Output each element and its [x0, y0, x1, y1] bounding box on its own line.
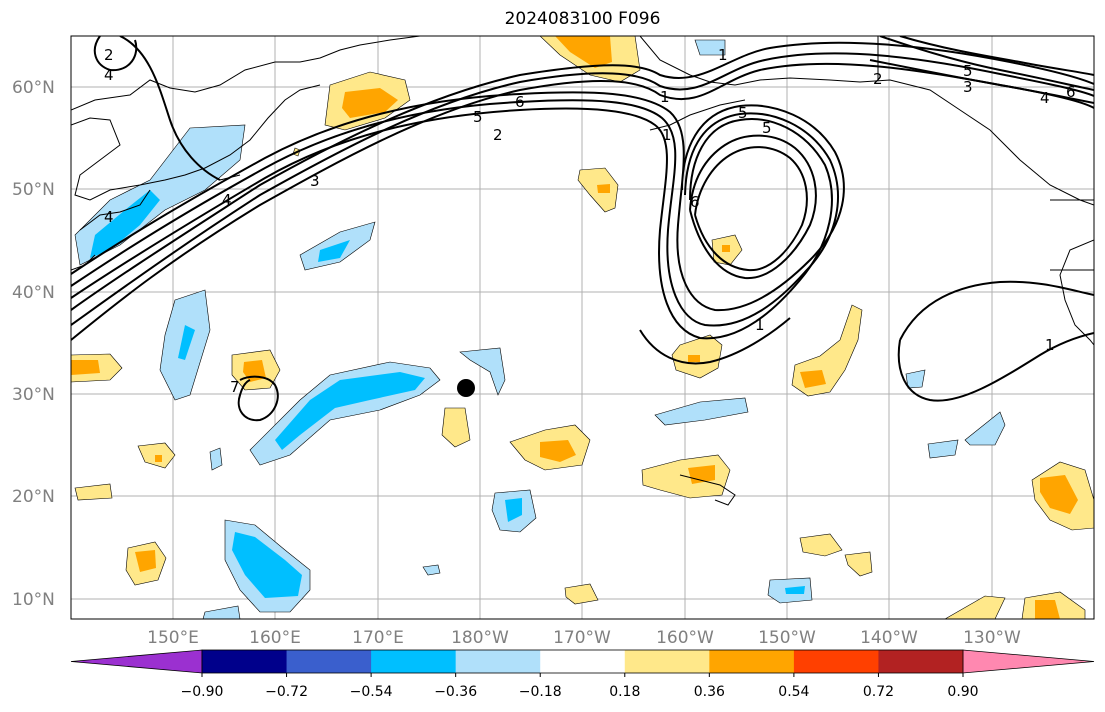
contour-label: 6 [515, 93, 525, 111]
lat-label: 10°N [12, 590, 55, 610]
contour-label: 1 [1045, 336, 1055, 354]
colorbar: −0.90 −0.72 −0.54 −0.36 −0.18 0.18 0.36 0.54 0.7… [70, 649, 1095, 700]
lon-label: 140°W [860, 628, 918, 648]
colorbar-tick-label: −0.72 [265, 684, 308, 700]
colorbar-segment [878, 650, 964, 673]
lat-label: 40°N [12, 283, 55, 303]
contour-label: 3 [310, 172, 320, 190]
longitude-labels: 150°E 160°E 170°E 180°W 170°W 160°W 150°… [147, 628, 1021, 648]
negative-anomaly-mid [90, 190, 805, 598]
contour-label: 4 [1040, 89, 1050, 107]
contour-label: 5 [738, 104, 748, 122]
colorbar-tick-label: −0.18 [519, 684, 562, 700]
storm-center-marker [457, 379, 475, 397]
contour-label: 6 [1066, 83, 1076, 101]
colorbar-tick-label: 0.90 [947, 684, 978, 700]
positive-anomaly-mid [71, 36, 1078, 619]
contour-label: 3 [963, 78, 973, 96]
contour-label: 1 [662, 126, 672, 144]
lat-label: 20°N [12, 487, 55, 507]
contour-label: 5 [762, 119, 772, 137]
colorbar-segment [793, 650, 879, 673]
colorbar-border [201, 649, 964, 674]
lon-label: 170°W [553, 628, 611, 648]
colorbar-segment [202, 650, 288, 673]
contour-label-group: 2 4 6 5 2 3 4 4 1 5 1 6 1 2 5 3 4 6 1 1 … [104, 46, 1076, 396]
colorbar-tick-label: 0.54 [778, 684, 809, 700]
colorbar-max-arrow [962, 649, 1095, 674]
contour-label: 7 [230, 378, 240, 396]
contour-label: 1 [755, 316, 765, 334]
colorbar-tick-label: −0.90 [181, 684, 224, 700]
colorbar-segment [709, 650, 795, 673]
lon-label: 150°W [758, 628, 816, 648]
lon-label: 150°E [147, 628, 199, 648]
map-layers: 2 4 6 5 2 3 4 4 1 5 1 6 1 2 5 3 4 6 1 1 … [71, 36, 1094, 619]
lat-label: 50°N [12, 180, 55, 200]
lat-label: 60°N [12, 78, 55, 98]
colorbar-segment [371, 650, 457, 673]
colorbar-segment [540, 650, 626, 673]
latitude-labels: 60°N 50°N 40°N 30°N 20°N 10°N [12, 78, 55, 610]
contour-label: 2 [104, 46, 114, 64]
colorbar-segment [624, 650, 710, 673]
colorbar-tick-label: 0.36 [694, 684, 725, 700]
map-frame [70, 35, 1095, 620]
lon-label: 160°E [249, 628, 301, 648]
contour-label: 4 [104, 66, 114, 84]
contour-label: 6 [690, 193, 700, 211]
contour-label: 5 [963, 62, 973, 80]
contour-label: 2 [873, 70, 883, 88]
contour-label: 4 [104, 208, 114, 226]
lon-label: 180°W [451, 628, 509, 648]
colorbar-segment [455, 650, 541, 673]
colorbar-tick-label: −0.36 [434, 684, 477, 700]
contour-label: 2 [493, 126, 503, 144]
colorbar-tick-label: −0.54 [350, 684, 393, 700]
lat-label: 30°N [12, 385, 55, 405]
map-title: 2024083100 F096 [504, 9, 661, 29]
contour-label: 1 [718, 46, 728, 64]
lon-label: 170°E [352, 628, 404, 648]
colorbar-tick-label: 0.72 [863, 684, 894, 700]
colorbar-min-arrow [70, 649, 203, 674]
contour-label: 4 [222, 191, 232, 209]
contour-label: 1 [660, 88, 670, 106]
contour-lines [71, 36, 1094, 422]
colorbar-segment [286, 650, 372, 673]
contour-label: 5 [473, 108, 483, 126]
lon-label: 160°W [656, 628, 714, 648]
lon-label: 130°W [963, 628, 1021, 648]
colorbar-tick-label: 0.18 [609, 684, 640, 700]
